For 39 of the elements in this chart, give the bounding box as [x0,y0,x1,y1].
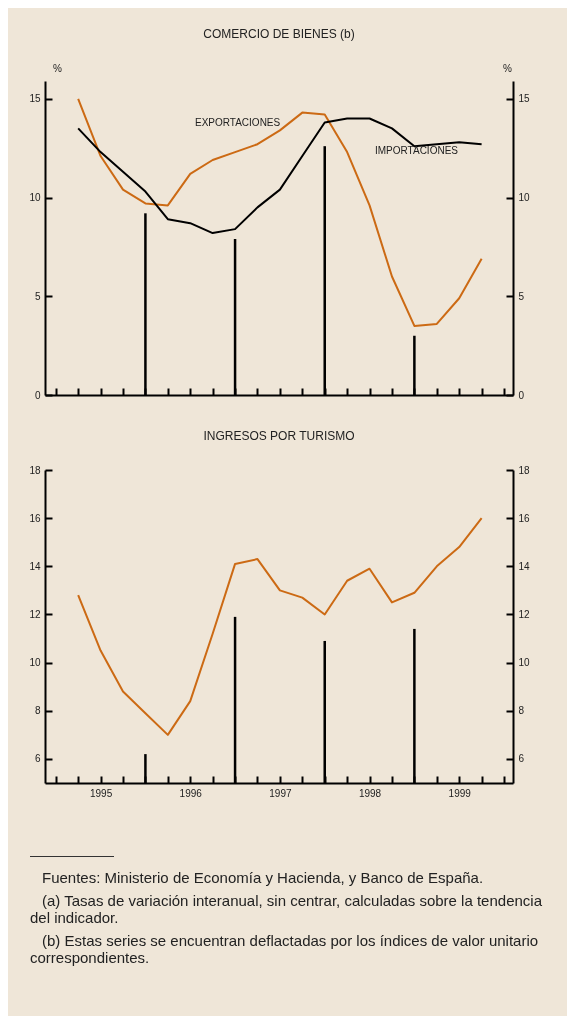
y-tick-label: 8 [34,705,41,717]
chart-title: COMERCIO DE BIENES (b) [203,27,355,41]
y-tick-label: 15 [29,93,41,105]
y2-tick-label: 18 [518,464,531,476]
y2-tick-label: 6 [518,753,525,765]
source-note: Fuentes: Ministerio de Economía y Hacienda, y Banco de España. [41,869,485,886]
x-tick-label: 1998 [358,787,382,799]
y-axis-title: % [53,62,63,74]
text: (b) Estas series se encuentran deflactadas por los índices de valor unitario correspondientes. [30,932,540,966]
y-tick-label: 18 [29,464,41,476]
y2-tick-label: 16 [518,512,531,524]
y2-tick-label: 5 [518,290,525,302]
y2-tick-label: 15 [518,93,531,105]
chart-title: INGRESOS POR TURISMO [203,429,355,443]
series-label: EXPORTACIONES [195,117,281,128]
line-series [77,117,483,235]
y2-tick-label: 0 [518,389,525,401]
y2-tick-label: 10 [518,657,531,669]
y2-tick-label: 12 [518,608,531,620]
line-series [77,97,483,327]
y2-tick-label: 8 [518,705,525,717]
y-tick-label: 5 [34,290,41,302]
y-tick-label: 6 [34,753,41,765]
x-tick-label: 1995 [89,787,113,799]
y-tick-label: 10 [29,657,41,669]
y-tick-label: 16 [29,512,41,524]
y-tick-label: 12 [29,608,41,620]
y-tick-label: 14 [29,560,41,572]
y-tick-label: 0 [34,389,41,401]
y2-axis-title: % [503,62,513,74]
text: (a) Tasas de variación interanual, sin centrar, calculadas sobre la tendencia del indicador. [30,892,543,926]
x-tick-label: 1996 [179,787,203,799]
series-label: IMPORTACIONES [375,145,459,156]
y-tick-label: 10 [29,192,41,204]
y2-tick-label: 10 [518,192,531,204]
y2-tick-label: 14 [518,560,531,572]
line-series [77,517,483,736]
x-tick-label: 1997 [269,787,292,799]
x-tick-label: 1999 [448,787,472,799]
